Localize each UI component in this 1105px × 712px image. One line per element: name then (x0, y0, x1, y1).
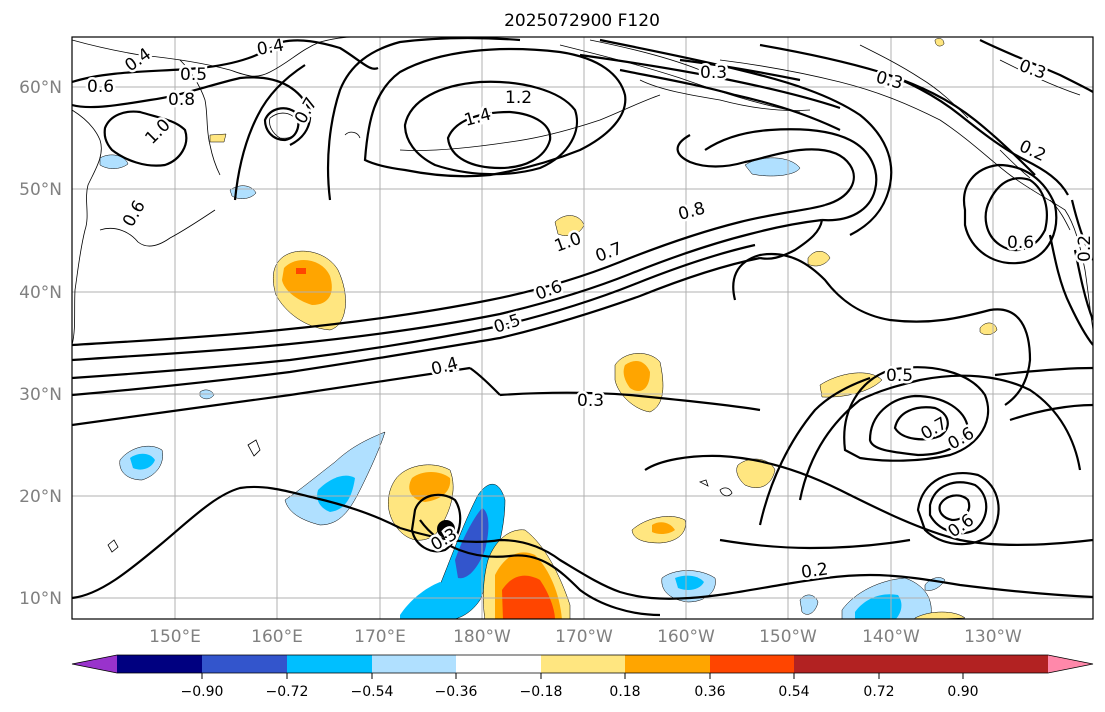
colorbar (71, 654, 1094, 679)
lat-tick-label: 10°N (19, 589, 62, 609)
latitude-labels: 60°N 50°N 40°N 30°N 20°N 10°N (19, 78, 62, 609)
longitude-labels: 150°E 160°E 170°E 180°W 170°W 160°W 150°… (149, 627, 1022, 647)
storm-center-marker (437, 520, 455, 538)
contour-label: 0.3 (700, 63, 727, 83)
colorbar-segment (963, 655, 1048, 673)
colorbar-tick-label: 0.36 (694, 684, 725, 700)
colorbar-tick-label: −0.18 (520, 684, 563, 700)
map-title: 2025072900 F120 (504, 11, 660, 31)
contour-label: 0.2 (800, 559, 830, 583)
lat-tick-label: 40°N (19, 283, 62, 303)
colorbar-extend-max (1048, 655, 1093, 673)
lon-tick-label: 140°W (862, 627, 920, 647)
map-area: 0.4 0.5 0.6 0.8 1.0 1.2 1.4 0.3 0.3 0.3 … (72, 37, 1095, 619)
contour-label: 0.6 (1007, 233, 1034, 253)
contour-label: 0.3 (577, 391, 604, 411)
colorbar-segment (541, 655, 625, 673)
colorbar-segment (287, 655, 372, 673)
lon-tick-label: 150°W (759, 627, 817, 647)
contour-label: 0.2 (1075, 235, 1095, 262)
lon-tick-label: 160°E (251, 627, 303, 647)
colorbar-tick-label: 0.54 (778, 684, 809, 700)
lat-tick-label: 60°N (19, 78, 62, 98)
lon-tick-label: 160°W (657, 627, 715, 647)
colorbar-tick-labels: −0.90 −0.72 −0.54 −0.36 −0.18 0.18 0.36 … (181, 684, 979, 700)
lon-tick-label: 170°E (354, 627, 406, 647)
colorbar-tick-label: 0.18 (609, 684, 640, 700)
lon-tick-label: 130°W (964, 627, 1022, 647)
map-frame (71, 36, 1094, 620)
colorbar-segment (372, 655, 456, 673)
lat-tick-label: 50°N (19, 180, 62, 200)
colorbar-segment (202, 655, 287, 673)
contour-label: 1.2 (505, 88, 532, 108)
contour-label: 0.6 (87, 77, 114, 97)
contour-label: 0.5 (886, 366, 913, 386)
colorbar-tick-label: 0.90 (947, 684, 978, 700)
contour-label: 0.8 (168, 90, 195, 110)
colorbar-tick-label: −0.36 (435, 684, 478, 700)
colorbar-tick-label: −0.90 (181, 684, 224, 700)
lon-tick-label: 170°W (555, 627, 613, 647)
colorbar-segment (117, 655, 202, 673)
colorbar-segment (456, 655, 541, 673)
lat-tick-label: 30°N (19, 385, 62, 405)
colorbar-segment (794, 655, 879, 673)
lat-tick-label: 20°N (19, 487, 62, 507)
contour-label: 0.3 (874, 68, 905, 94)
lon-tick-label: 150°E (149, 627, 201, 647)
colorbar-tick-label: −0.54 (351, 684, 394, 700)
colorbar-outline (71, 654, 1094, 674)
colorbar-segment (625, 655, 710, 673)
colorbar-segment (879, 655, 963, 673)
lon-tick-label: 180°W (453, 627, 511, 647)
colorbar-tick-label: 0.72 (863, 684, 894, 700)
colorbar-extend-min (72, 655, 117, 673)
colorbar-tick-label: −0.72 (266, 684, 309, 700)
contour-label: 0.5 (180, 65, 207, 85)
colorbar-segment (710, 655, 794, 673)
contour-lines (72, 37, 1093, 617)
